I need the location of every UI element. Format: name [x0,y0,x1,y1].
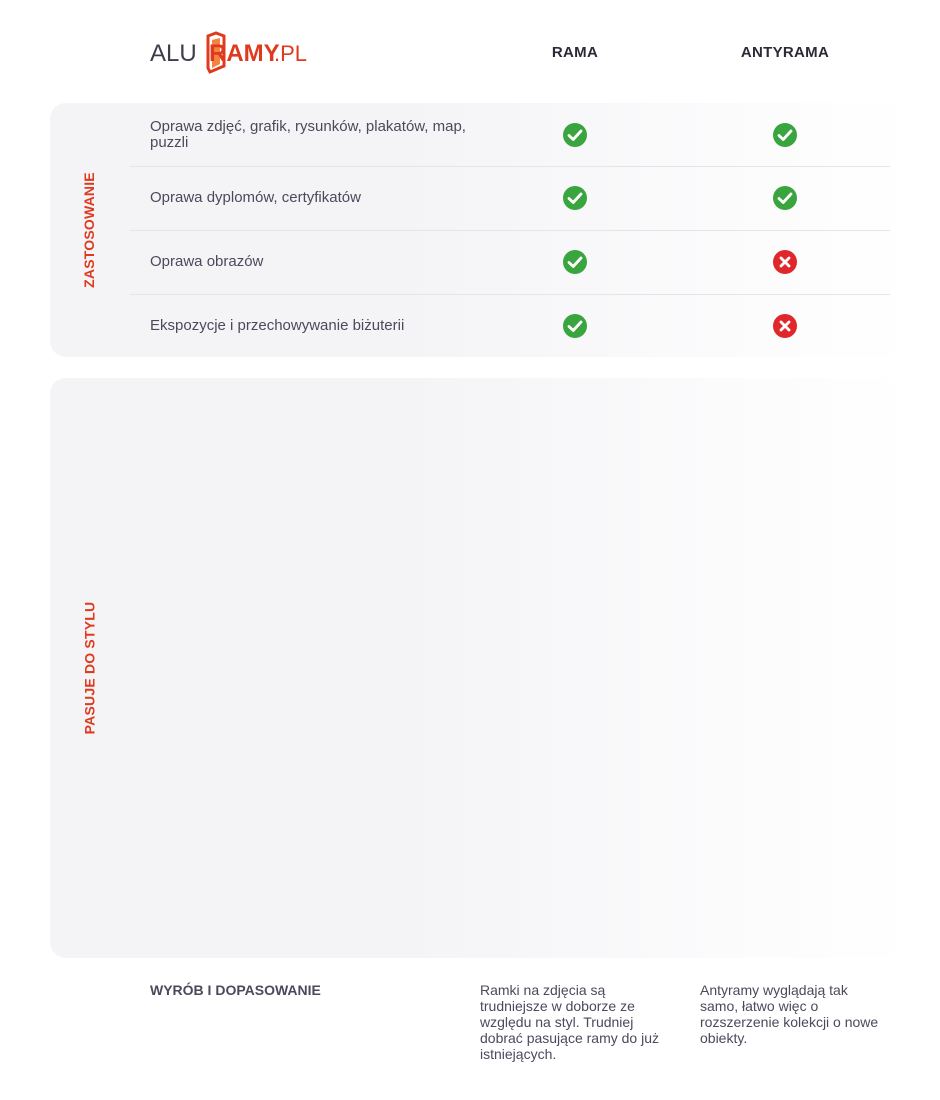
footer-text-antyrama: Antyramy wyglądają tak samo, łatwo więc … [700,982,879,1046]
column-header-rama: RAMA [551,44,599,61]
logo-pl: .PL [274,41,307,66]
check-icon [562,185,588,211]
section-label-pasuje-do-stylu: PASUJE DO STYLU [81,601,97,735]
column-header-antyrama: ANTYRAMA [740,44,830,61]
section-label-zastosowanie: ZASTOSOWANIE [81,172,97,288]
cross-icon [772,249,798,275]
row-label: Ekspozycje i przechowywanie biżuterii [150,316,405,334]
row-label: Oprawa zdjęć, grafik, rysunków, plakatów… [150,117,466,151]
footer-label: WYRÓB I DOPASOWANIE [150,982,321,998]
row-label: Oprawa obrazów [150,253,264,270]
section-pasuje-do-stylu: PASUJE DO STYLU [50,378,910,958]
table-row: Ekspozycje i przechowywanie biżuterii [130,294,890,357]
table-row: Oprawa zdjęć, grafik, rysunków, plakatów… [130,103,890,167]
check-icon [772,185,798,211]
footer-text-rama: Ramki na zdjęcia są trudniejsze w doborz… [480,982,659,1062]
row-label: Oprawa dyplomów, certyfikatów [150,189,361,206]
table-row: Oprawa obrazów [130,230,890,295]
logo-ramy: RAMY [209,40,280,67]
check-icon [772,122,798,148]
check-icon [562,122,588,148]
logo-alu: ALU [150,40,197,67]
check-icon [562,249,588,275]
table-row: Oprawa dyplomów, certyfikatów [130,166,890,231]
aluramy-logo: ALU RAMY .PL [150,31,307,74]
cross-icon [772,313,798,339]
check-icon [562,313,588,339]
